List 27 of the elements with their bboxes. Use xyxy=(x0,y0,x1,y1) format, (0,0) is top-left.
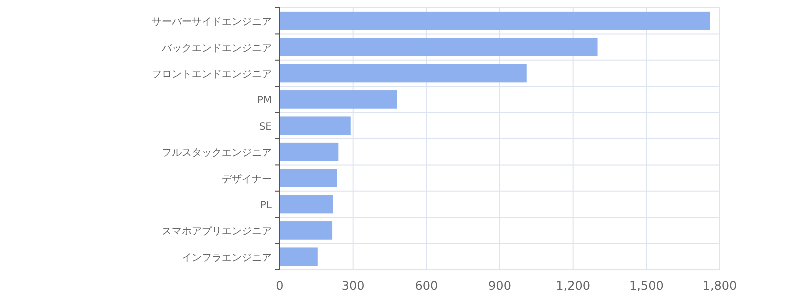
y-tick-label: SE xyxy=(259,122,272,133)
y-tick-label: スマホアプリエンジニア xyxy=(162,226,272,238)
y-tick-label: インフラエンジニア xyxy=(182,252,272,264)
y-tick-label: バックエンドエンジニア xyxy=(161,43,272,54)
x-tick-label: 300 xyxy=(342,279,365,293)
bar xyxy=(280,116,351,136)
x-tick-label: 900 xyxy=(488,279,512,293)
bar xyxy=(280,248,318,266)
bar xyxy=(280,38,598,56)
x-tick-label: 1,800 xyxy=(702,279,738,293)
x-tick-label: 1,200 xyxy=(556,279,591,293)
bar xyxy=(280,90,398,109)
x-tick-label: 1,500 xyxy=(629,279,664,293)
y-tick-label: デザイナー xyxy=(222,174,272,186)
bar xyxy=(280,12,710,30)
y-tick-label: サーバーサイドエンジニア xyxy=(152,17,272,28)
x-tick-label: 0 xyxy=(276,279,284,293)
bar xyxy=(280,169,338,188)
y-tick-label: PM xyxy=(257,96,272,107)
x-tick-label: 600 xyxy=(415,279,438,293)
bar xyxy=(280,222,333,240)
y-tick-label: フルスタックエンジニア xyxy=(162,148,272,160)
bar xyxy=(280,142,339,162)
bar xyxy=(280,195,334,214)
y-tick-label: フロントエンドエンジニア xyxy=(152,70,272,80)
bar xyxy=(280,64,527,83)
y-tick-label: PL xyxy=(260,200,272,212)
